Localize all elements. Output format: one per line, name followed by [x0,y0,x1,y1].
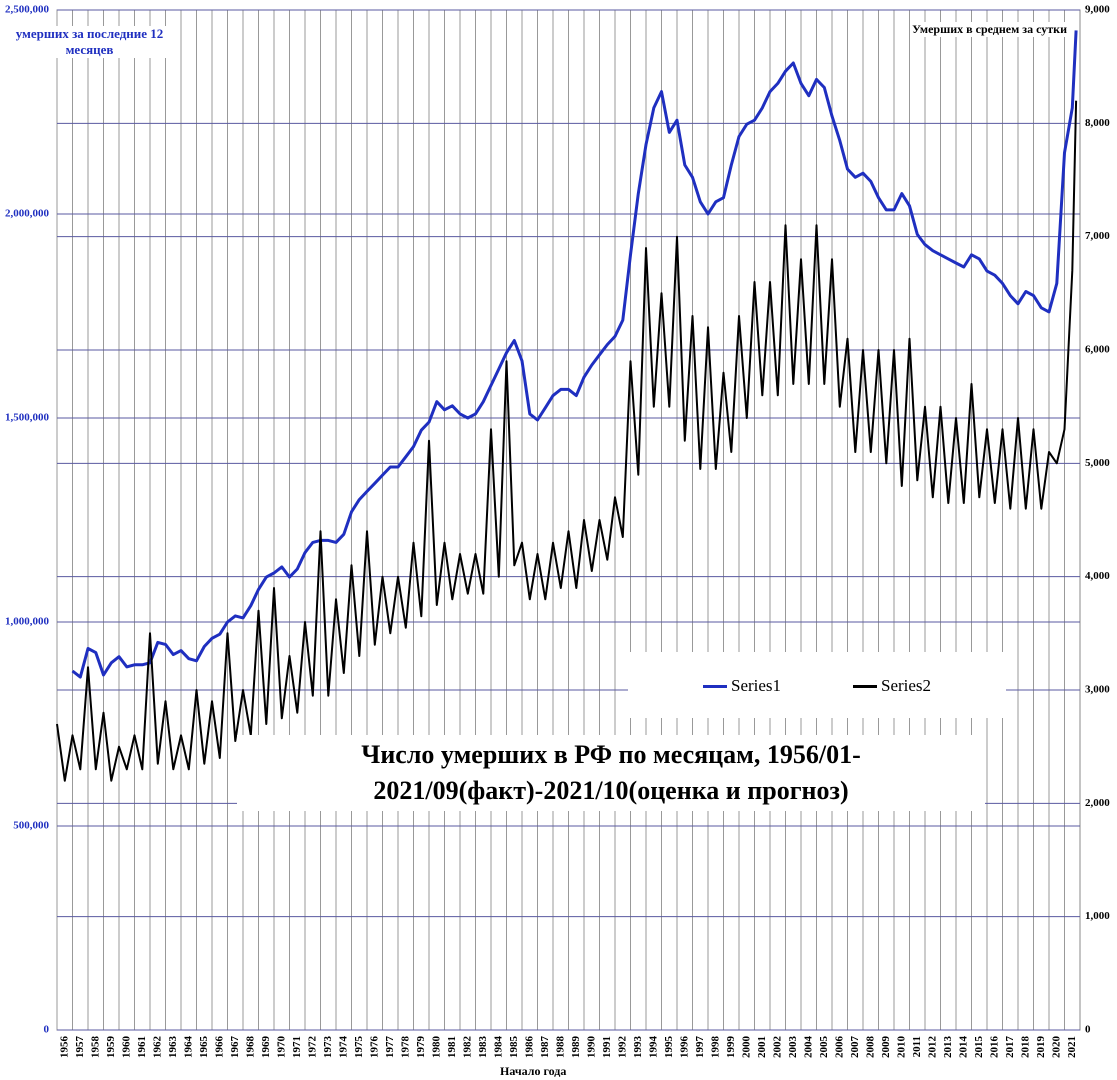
x-tick-label: 1997 [694,1036,706,1059]
x-tick-label: 1988 [555,1036,567,1059]
x-tick-label: 1967 [229,1036,241,1059]
x-tick-label: 2018 [1020,1036,1032,1059]
x-tick-label: 2010 [896,1036,908,1059]
series-line [56,100,1078,782]
x-tick-label: 1959 [105,1036,117,1059]
y-tick-label: 1,000,000 [5,616,50,628]
x-tick-label: 1999 [725,1036,737,1059]
x-tick-label: 1972 [307,1036,319,1059]
x-tick-label: 2013 [942,1036,954,1059]
x-tick-label: 2001 [756,1036,768,1058]
x-tick-label: 1991 [601,1036,613,1058]
x-tick-label: 1998 [710,1036,722,1059]
x-tick-label: 2021 [1066,1036,1078,1058]
series-line [71,30,1078,679]
chart-title: Число умерших в РФ по месяцам, 1956/01-2… [237,735,985,811]
x-tick-label: 1971 [291,1036,303,1058]
x-tick-label: 1987 [539,1036,551,1059]
x-tick-label: 1985 [508,1036,520,1059]
y2-tick-label: 5,000 [1085,457,1110,469]
x-tick-label: 1989 [570,1036,582,1059]
x-tick-label: 1957 [74,1036,86,1059]
y-axis-label: умерших за последние 12 месяцев [2,26,177,58]
x-tick-label: 1996 [679,1036,691,1059]
legend-swatch [703,684,727,688]
x-tick-label: 2009 [880,1036,892,1059]
x-tick-label: 2015 [973,1036,985,1059]
y2-tick-label: 0 [1085,1024,1091,1036]
x-tick-label: 1994 [648,1036,660,1059]
y2-tick-label: 9,000 [1085,4,1110,16]
x-tick-label: 2004 [803,1036,815,1059]
y2-tick-label: 2,000 [1085,797,1110,809]
x-tick-label: 1983 [477,1036,489,1059]
y-tick-label: 1,500,000 [5,412,50,424]
y2-tick-label: 3,000 [1085,684,1110,696]
x-axis-label: Начало года [500,1064,567,1078]
x-tick-label: 1976 [369,1036,381,1059]
x-tick-label: 2006 [834,1036,846,1059]
x-tick-label: 1981 [446,1036,458,1058]
legend-swatch [853,684,877,688]
x-tick-label: 1969 [260,1036,272,1059]
x-tick-label: 2014 [958,1036,970,1059]
x-tick-label: 1979 [415,1036,427,1059]
x-tick-label: 1977 [384,1036,396,1059]
x-tick-label: 1963 [167,1036,179,1059]
x-tick-label: 2005 [818,1036,830,1059]
x-tick-label: 1974 [338,1036,350,1059]
x-tick-label: 2012 [927,1036,939,1059]
x-tick-label: 1980 [431,1036,443,1059]
x-tick-label: 1990 [586,1036,598,1059]
x-tick-label: 2002 [772,1036,784,1059]
x-tick-label: 1970 [276,1036,288,1059]
x-tick-label: 1960 [121,1036,133,1059]
x-tick-label: 1975 [353,1036,365,1059]
legend-item: Series2 [853,676,931,696]
x-tick-label: 1964 [183,1036,195,1059]
x-tick-label: 1995 [663,1036,675,1059]
y-tick-label: 2,500,000 [5,4,50,16]
x-tick-label: 1978 [400,1036,412,1059]
x-tick-label: 1986 [524,1036,536,1059]
x-tick-label: 1993 [632,1036,644,1059]
y-tick-label: 500,000 [13,820,49,832]
x-tick-label: 2011 [911,1036,923,1057]
y2-axis-label: Умерших в среднем за сутки [912,22,1067,37]
legend-item: Series1 [703,676,781,696]
x-tick-label: 2000 [741,1036,753,1059]
x-tick-label: 2020 [1051,1036,1063,1059]
x-tick-label: 2016 [989,1036,1001,1059]
x-tick-label: 2008 [865,1036,877,1059]
y2-tick-label: 8,000 [1085,117,1110,129]
x-tick-label: 1982 [462,1036,474,1059]
x-tick-label: 2003 [787,1036,799,1059]
legend-label: Series2 [881,676,932,695]
y2-tick-label: 4,000 [1085,570,1110,582]
x-tick-label: 1973 [322,1036,334,1059]
x-tick-label: 2019 [1035,1036,1047,1059]
y2-tick-label: 1,000 [1085,910,1110,922]
x-tick-label: 2017 [1004,1036,1016,1059]
x-tick-label: 1966 [214,1036,226,1059]
x-tick-label: 1992 [617,1036,629,1059]
x-tick-label: 2007 [849,1036,861,1059]
x-tick-label: 1958 [90,1036,102,1059]
x-tick-label: 1956 [59,1036,71,1059]
x-tick-label: 1968 [245,1036,257,1059]
x-tick-label: 1962 [152,1036,164,1059]
x-tick-label: 1961 [136,1036,148,1058]
y2-tick-label: 6,000 [1085,344,1110,356]
y-tick-label: 2,000,000 [5,208,50,220]
y2-tick-label: 7,000 [1085,230,1110,242]
x-tick-label: 1965 [198,1036,210,1059]
y-tick-label: 0 [44,1024,50,1036]
legend: Series1 Series2 [628,652,1006,718]
x-tick-label: 1984 [493,1036,505,1059]
legend-label: Series1 [731,676,782,695]
